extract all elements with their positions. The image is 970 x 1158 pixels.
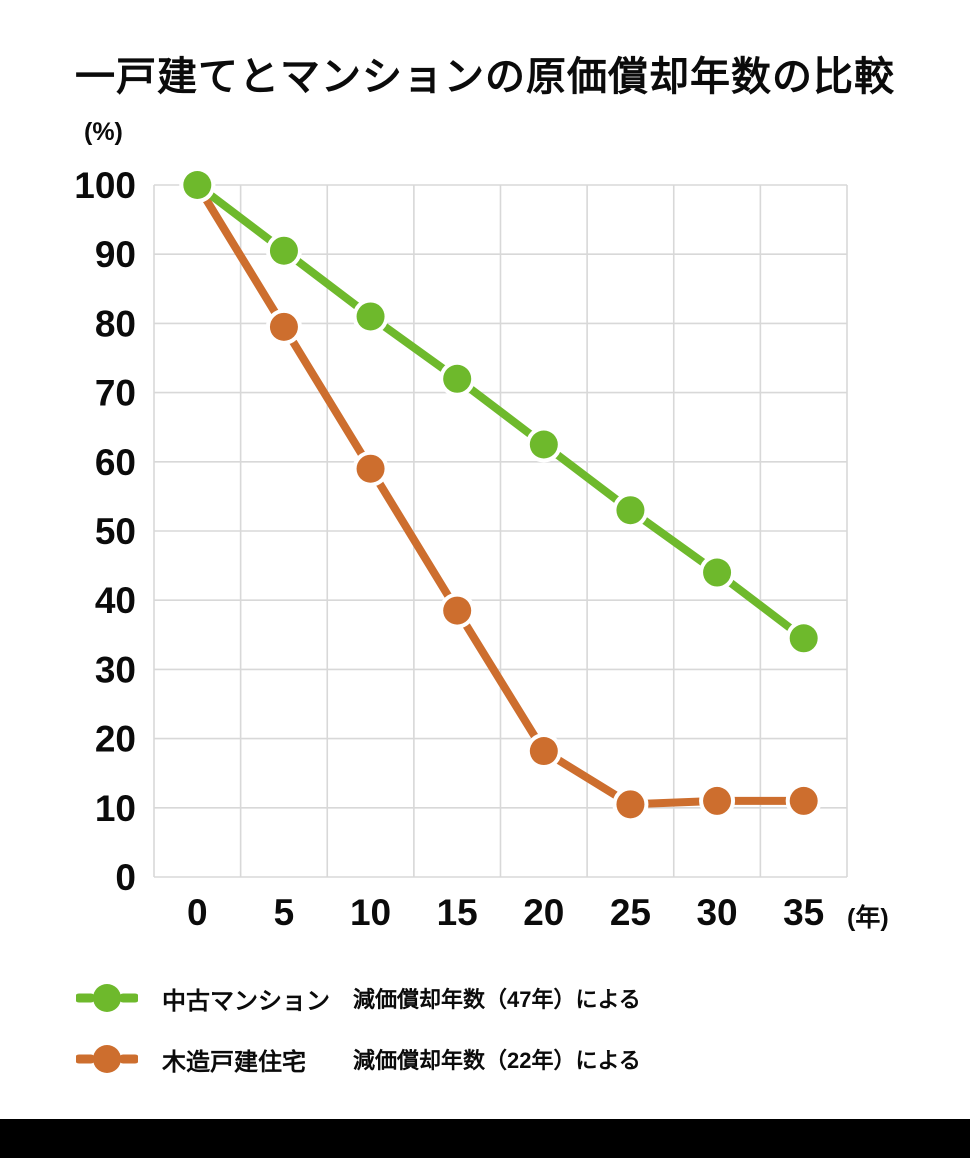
y-tick-label: 10 — [95, 788, 136, 829]
legend-marker-icon — [76, 1045, 138, 1073]
legend-dot — [93, 984, 121, 1012]
legend-row: 中古マンション 減価償却年数（47年）による — [76, 978, 641, 1018]
legend-series-label: 中古マンション — [162, 987, 330, 1015]
data-point-marker — [616, 496, 645, 525]
data-point-marker — [616, 790, 645, 819]
y-tick-label: 30 — [95, 649, 136, 690]
x-tick-label: 20 — [523, 892, 564, 933]
x-tick-label: 10 — [350, 892, 391, 933]
y-tick-label: 90 — [95, 234, 136, 275]
chart-title: 一戸建てとマンションの原価償却年数の比較 — [75, 55, 895, 99]
x-axis-unit-label: (年) — [847, 904, 889, 932]
x-tick-label: 25 — [610, 892, 651, 933]
data-point-marker — [529, 737, 558, 766]
legend-series-label: 木造戸建住宅 — [162, 1048, 306, 1076]
footer-bar — [0, 1119, 970, 1158]
x-tick-label: 15 — [437, 892, 478, 933]
data-point-marker — [443, 364, 472, 393]
legend-marker-icon — [76, 984, 138, 1012]
y-tick-label: 50 — [95, 511, 136, 552]
y-tick-label: 20 — [95, 719, 136, 760]
y-tick-label: 0 — [115, 857, 136, 898]
data-point-marker — [789, 624, 818, 653]
data-point-marker — [269, 236, 298, 265]
legend-series-note: 減価償却年数（22年）による — [353, 1048, 641, 1073]
x-tick-label: 5 — [274, 892, 295, 933]
data-point-marker — [703, 786, 732, 815]
x-tick-label: 35 — [783, 892, 824, 933]
legend-series-note: 減価償却年数（47年）による — [353, 987, 641, 1012]
data-point-marker — [356, 302, 385, 331]
y-tick-label: 60 — [95, 442, 136, 483]
y-tick-label: 100 — [74, 165, 136, 206]
data-point-marker — [703, 558, 732, 587]
x-tick-label: 30 — [696, 892, 737, 933]
y-axis-unit-label: (%) — [84, 118, 123, 146]
x-tick-label: 0 — [187, 892, 208, 933]
data-point-marker — [183, 171, 212, 199]
line-chart: 0 10 20 30 40 50 60 70 80 90 100 0 5 10 15 20 25 30 35 — [74, 165, 848, 933]
data-point-marker — [529, 430, 558, 459]
data-point-marker — [356, 454, 385, 483]
legend-row: 木造戸建住宅 減価償却年数（22年）による — [76, 1039, 641, 1079]
y-tick-label: 40 — [95, 580, 136, 621]
data-point-marker — [443, 596, 472, 625]
y-tick-label: 70 — [95, 373, 136, 414]
y-tick-label: 80 — [95, 303, 136, 344]
legend-dot — [93, 1045, 121, 1073]
data-point-marker — [269, 312, 298, 341]
data-point-marker — [789, 786, 818, 815]
